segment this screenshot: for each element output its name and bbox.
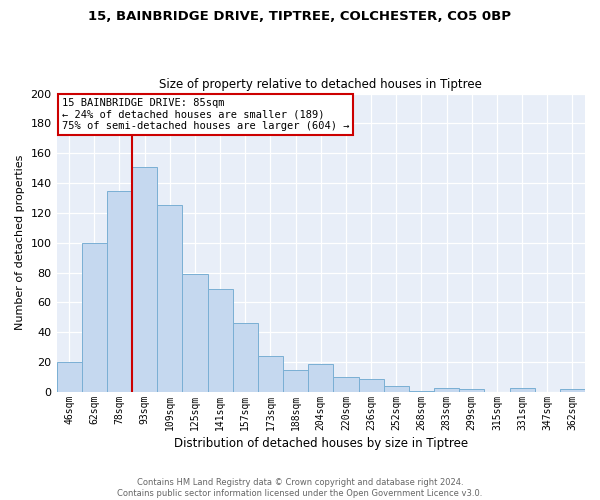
Bar bbox=[509, 388, 535, 392]
Bar bbox=[334, 377, 359, 392]
Bar bbox=[560, 389, 585, 392]
Bar bbox=[258, 356, 283, 392]
Bar bbox=[208, 289, 233, 392]
Text: 15, BAINBRIDGE DRIVE, TIPTREE, COLCHESTER, CO5 0BP: 15, BAINBRIDGE DRIVE, TIPTREE, COLCHESTE… bbox=[89, 10, 511, 23]
Text: 15 BAINBRIDGE DRIVE: 85sqm
← 24% of detached houses are smaller (189)
75% of sem: 15 BAINBRIDGE DRIVE: 85sqm ← 24% of deta… bbox=[62, 98, 349, 131]
Bar bbox=[434, 388, 459, 392]
Title: Size of property relative to detached houses in Tiptree: Size of property relative to detached ho… bbox=[160, 78, 482, 91]
Bar bbox=[459, 389, 484, 392]
Bar bbox=[182, 274, 208, 392]
Bar bbox=[82, 243, 107, 392]
Bar bbox=[383, 386, 409, 392]
X-axis label: Distribution of detached houses by size in Tiptree: Distribution of detached houses by size … bbox=[174, 437, 468, 450]
Bar bbox=[283, 370, 308, 392]
Bar bbox=[233, 324, 258, 392]
Bar bbox=[308, 364, 334, 392]
Y-axis label: Number of detached properties: Number of detached properties bbox=[15, 155, 25, 330]
Bar bbox=[56, 362, 82, 392]
Bar bbox=[359, 378, 383, 392]
Bar bbox=[157, 206, 182, 392]
Bar bbox=[132, 166, 157, 392]
Bar bbox=[409, 390, 434, 392]
Text: Contains HM Land Registry data © Crown copyright and database right 2024.
Contai: Contains HM Land Registry data © Crown c… bbox=[118, 478, 482, 498]
Bar bbox=[107, 190, 132, 392]
